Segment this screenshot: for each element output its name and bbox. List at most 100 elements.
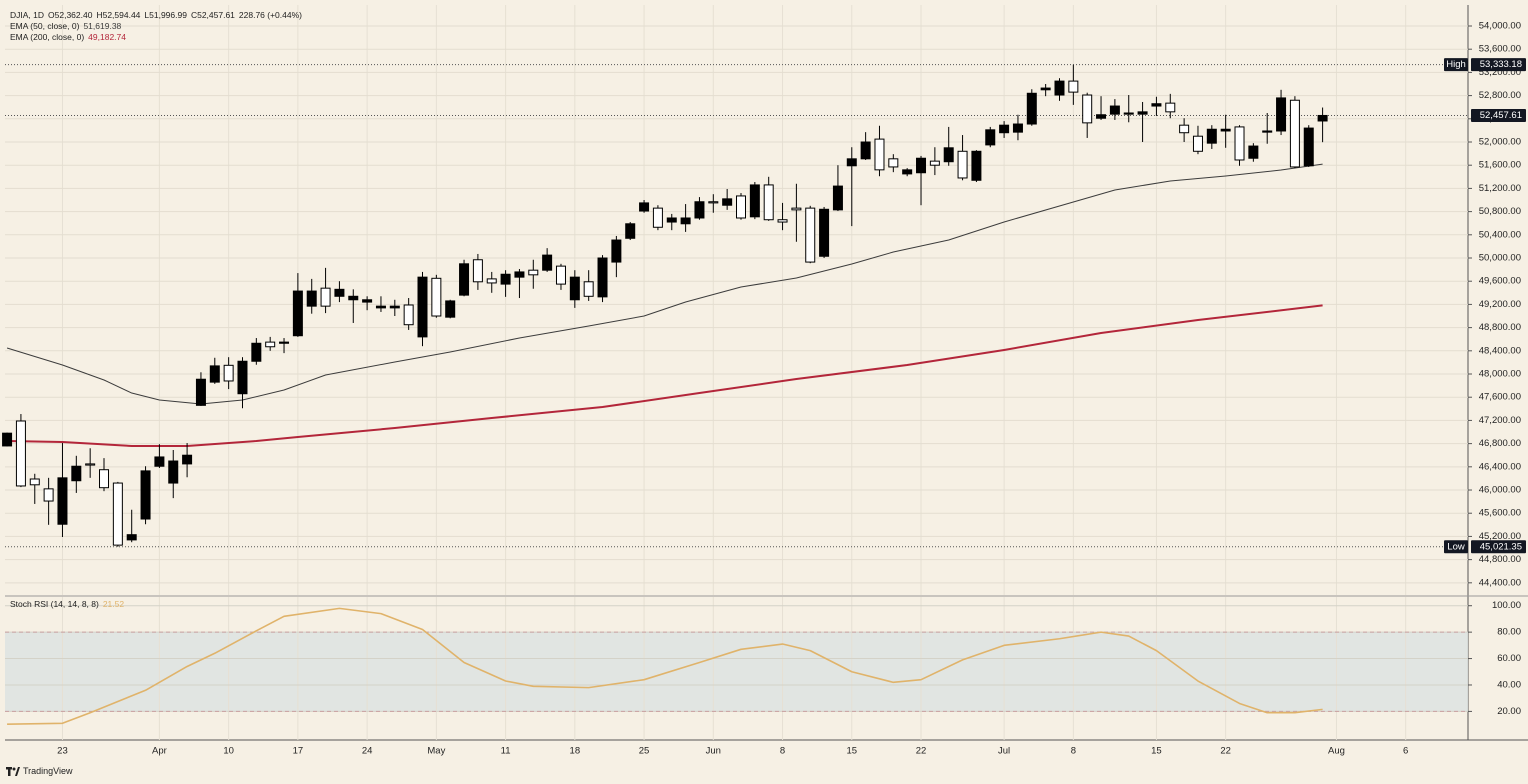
y-tick-label: 47,600.00 xyxy=(1479,392,1521,403)
ohlc-high: H52,594.44 xyxy=(96,10,141,20)
candle-body xyxy=(583,281,594,297)
candle-body xyxy=(777,219,788,223)
x-tick-label: 15 xyxy=(846,746,857,757)
candle-body xyxy=(417,276,428,338)
x-tick-label: 8 xyxy=(780,746,785,757)
symbol-legend: DJIA, 1D O52,362.40 H52,594.44 L51,996.9… xyxy=(10,10,302,20)
y-tick-label: 52,000.00 xyxy=(1479,137,1521,148)
candle-body xyxy=(1206,128,1217,144)
candle-body xyxy=(1303,127,1314,167)
candle-body xyxy=(1123,112,1134,115)
candle-body xyxy=(29,478,40,486)
x-tick-label: 22 xyxy=(916,746,927,757)
symbol: DJIA, 1D xyxy=(10,10,45,20)
candle-body xyxy=(1012,123,1023,133)
candle-body xyxy=(1082,94,1093,124)
candle-body xyxy=(514,271,525,278)
candle-body xyxy=(1054,80,1065,96)
candle-body xyxy=(1262,130,1273,133)
candle-body xyxy=(279,341,290,344)
candle-body xyxy=(362,299,373,303)
candle-body xyxy=(472,259,483,283)
x-tick-label: 25 xyxy=(639,746,650,757)
candle-body xyxy=(334,288,345,297)
candle-body xyxy=(1068,80,1079,93)
x-tick-label: 11 xyxy=(501,746,511,757)
candle-body xyxy=(57,477,68,525)
candle-body xyxy=(542,254,553,271)
y-tick-label: 44,400.00 xyxy=(1479,577,1521,588)
candle-body xyxy=(306,290,317,307)
candle-body xyxy=(500,273,511,285)
candle-body xyxy=(1040,87,1051,91)
x-tick-label: 23 xyxy=(57,746,68,757)
candle-body xyxy=(652,207,663,228)
candle-body xyxy=(694,201,705,219)
candle-body xyxy=(736,195,747,219)
price-label-box xyxy=(1471,58,1526,72)
x-tick-label: May xyxy=(427,746,445,757)
candle-body xyxy=(99,469,110,489)
ohlc-open: O52,362.40 xyxy=(48,10,93,20)
candle-body xyxy=(292,290,303,337)
candle-body xyxy=(888,158,899,168)
candle-body xyxy=(1026,92,1037,125)
ema50-legend: EMA (50, close, 0) 51,619.38 xyxy=(10,21,121,31)
candle-body xyxy=(1137,111,1148,115)
price-label-box xyxy=(1471,108,1526,122)
candle-body xyxy=(625,223,636,239)
candle-body xyxy=(749,184,760,218)
candle-body xyxy=(85,463,96,466)
candle-body xyxy=(611,239,622,263)
candle-body xyxy=(929,160,940,166)
y-tick-label: 49,600.00 xyxy=(1479,276,1521,287)
candle-body xyxy=(486,278,497,284)
x-tick-label: 17 xyxy=(293,746,304,757)
candle-body xyxy=(1276,97,1287,132)
candle-body xyxy=(168,460,179,484)
candle-body xyxy=(320,287,331,307)
candle-body xyxy=(140,470,151,520)
y-tick-label: 48,000.00 xyxy=(1479,369,1521,380)
x-tick-label: Jun xyxy=(706,746,721,757)
rsi-tick-label: 20.00 xyxy=(1497,706,1521,717)
candle-body xyxy=(846,158,857,167)
candle-body xyxy=(43,488,54,502)
x-tick-label: 6 xyxy=(1403,746,1408,757)
x-tick-label: Apr xyxy=(152,746,167,757)
y-tick-label: 48,400.00 xyxy=(1479,345,1521,356)
candle-body xyxy=(832,185,843,211)
candle-body xyxy=(1289,99,1300,168)
candle-body xyxy=(791,207,802,211)
candle-body xyxy=(459,263,470,296)
candle-body xyxy=(680,217,691,225)
rsi-tick-label: 80.00 xyxy=(1497,627,1521,638)
y-tick-label: 44,800.00 xyxy=(1479,554,1521,565)
y-tick-label: 50,000.00 xyxy=(1479,253,1521,264)
price-tag-box xyxy=(1444,540,1468,554)
candle-body xyxy=(1109,105,1120,115)
candle-body xyxy=(195,378,206,406)
change: 228.76 (+0.44%) xyxy=(238,10,302,20)
candle-body xyxy=(15,420,26,487)
ema50-value: 51,619.38 xyxy=(83,21,122,31)
ema200-value: 49,182.74 xyxy=(88,32,126,42)
x-tick-label: 8 xyxy=(1071,746,1076,757)
rsi-band xyxy=(5,632,1468,712)
candle-body xyxy=(722,198,733,206)
x-tick-label: 15 xyxy=(1151,746,1162,757)
candle-body xyxy=(1192,135,1203,152)
candle-body xyxy=(1165,102,1176,113)
candle-body xyxy=(1179,124,1190,134)
candle-body xyxy=(1317,114,1328,122)
candle-body xyxy=(763,184,774,221)
candle-body xyxy=(569,276,580,301)
price-label-box xyxy=(1471,540,1526,554)
candle-body xyxy=(209,365,220,383)
candle-body xyxy=(916,157,927,174)
candle-body xyxy=(985,129,996,146)
y-tick-label: 46,400.00 xyxy=(1479,461,1521,472)
y-tick-label: 46,000.00 xyxy=(1479,485,1521,496)
